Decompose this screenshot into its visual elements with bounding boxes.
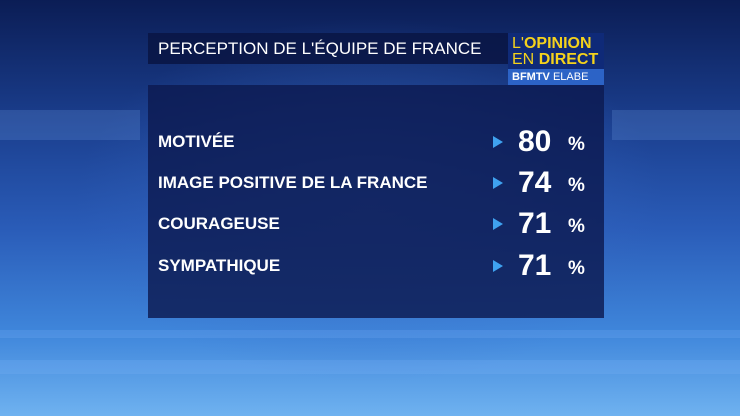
header-title: PERCEPTION DE L'ÉQUIPE DE FRANCE (148, 33, 508, 64)
result-label: IMAGE POSITIVE DE LA FRANCE (158, 173, 428, 192)
result-unit: % (568, 258, 585, 279)
logo-text: DIRECT (538, 51, 599, 68)
result-label: SYMPATHIQUE (158, 256, 281, 275)
result-row: IMAGE POSITIVE DE LA FRANCE 74% (148, 165, 604, 201)
results-panel: MOTIVÉE 80% IMAGE POSITIVE DE LA FRANCE 74%… (148, 85, 604, 318)
logo-text: OPINION (523, 35, 592, 52)
result-value: 71 (518, 207, 552, 240)
result-unit: % (568, 216, 585, 237)
result-label: MOTIVÉE (158, 132, 235, 151)
arrow-icon (493, 218, 503, 230)
arrow-icon (493, 136, 503, 148)
result-row: MOTIVÉE 80% (148, 124, 604, 160)
result-unit: % (568, 175, 585, 196)
arrow-icon (493, 260, 503, 272)
result-row: SYMPATHIQUE 71% (148, 248, 604, 284)
result-row: COURAGEUSE 71% (148, 206, 604, 242)
result-value: 80 (518, 125, 552, 158)
result-value: 71 (518, 249, 552, 282)
result-label: COURAGEUSE (158, 214, 280, 233)
logo: L'OPINION EN DIRECT BFMTV ELABE (508, 33, 604, 85)
logo-line: BFMTV ELABE (508, 69, 604, 85)
result-unit: % (568, 134, 585, 155)
backdrop-streak (612, 110, 740, 140)
backdrop-streak (0, 110, 140, 140)
logo-text: ELABE (552, 71, 589, 83)
logo-line: L'OPINION (512, 35, 592, 52)
logo-text: BFMTV (512, 71, 550, 83)
logo-text: EN (512, 51, 535, 68)
arrow-icon (493, 177, 503, 189)
logo-text: L' (512, 35, 524, 52)
result-value: 74 (518, 166, 552, 199)
backdrop-streak (0, 360, 740, 374)
logo-line: EN DIRECT (512, 51, 598, 68)
backdrop-streak (0, 330, 740, 338)
